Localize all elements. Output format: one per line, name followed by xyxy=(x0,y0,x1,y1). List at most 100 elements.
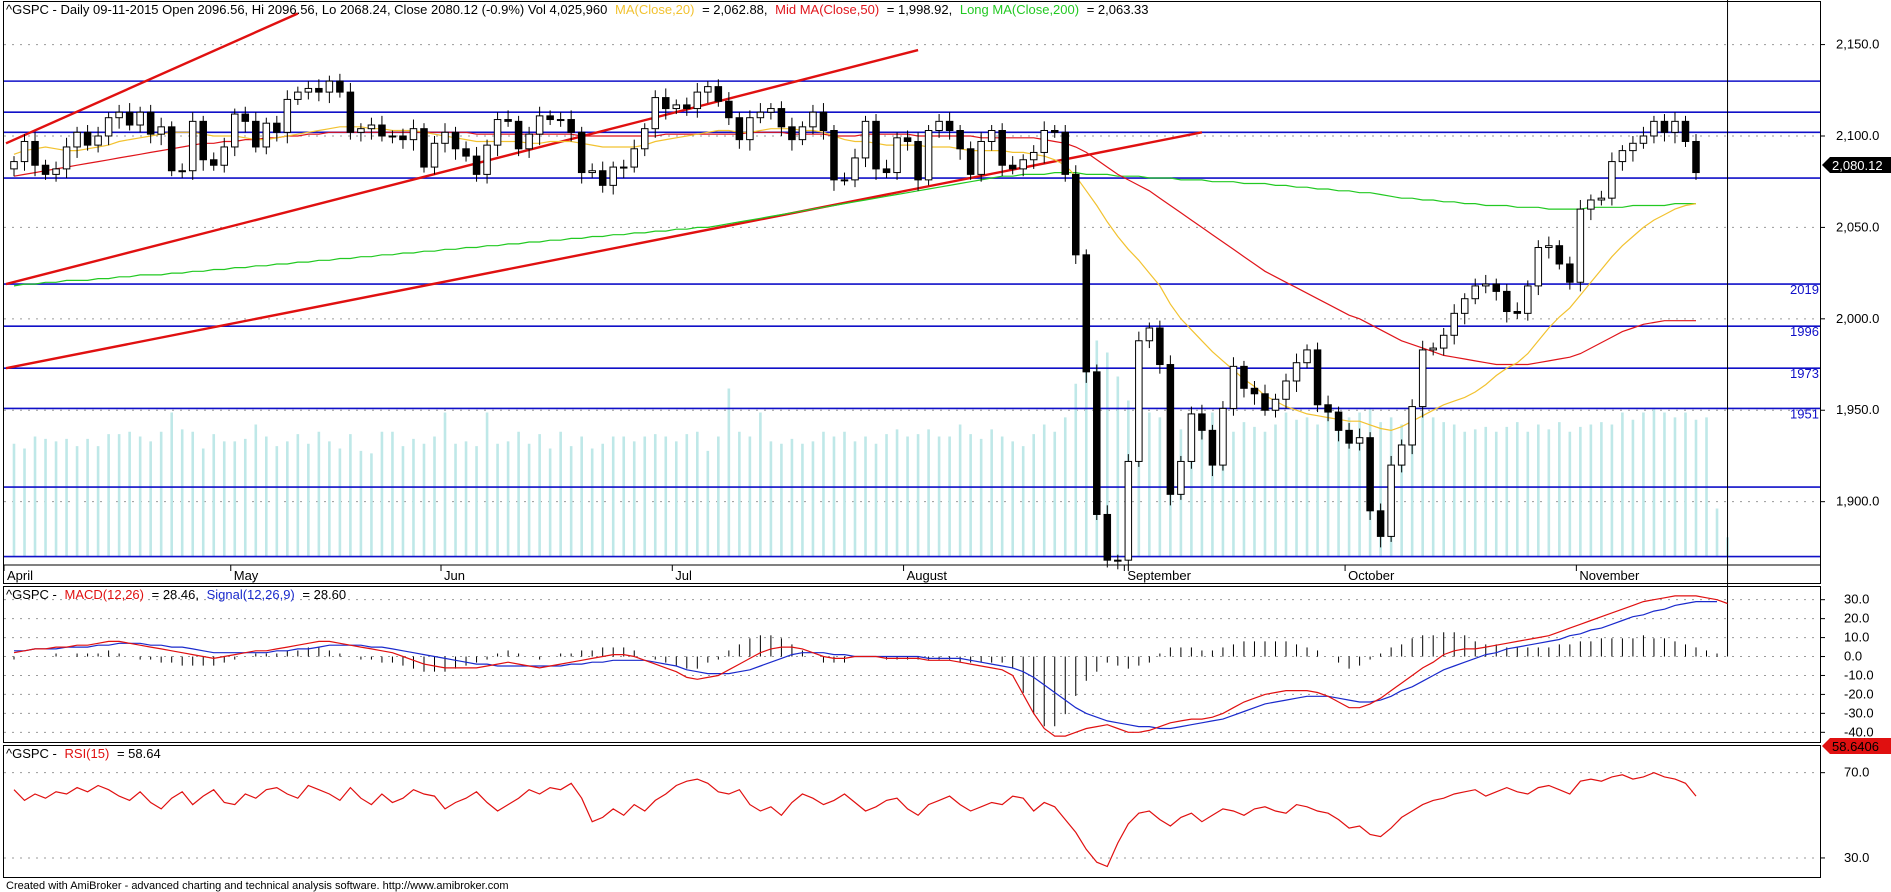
last-price-tag-shape xyxy=(1822,157,1891,173)
candle-body xyxy=(73,131,81,148)
candle-body xyxy=(1629,142,1637,152)
candle-body xyxy=(1303,349,1311,364)
candle-body xyxy=(798,126,807,141)
candle-body xyxy=(535,115,544,135)
header-ma200-value: = 2,063.33 xyxy=(1087,2,1149,17)
candle-body xyxy=(893,137,901,174)
header-prefix: ^GSPC - Daily 09-11-2015 Open 2096.56, H… xyxy=(6,2,607,17)
macd-tick-label: 30.0 xyxy=(1844,592,1869,607)
rsi-panel-frame xyxy=(3,745,1821,878)
candle-body xyxy=(935,120,943,132)
level-labels: 2019 1996 1973 1951 xyxy=(1790,282,1819,421)
candle-body xyxy=(1208,429,1217,466)
candle-body xyxy=(809,111,817,128)
macd-panel: 30.0 20.0 10.0 0.0 -10.0 -20.0 -30.0 -40.0 ^GSP… xyxy=(4,0,1874,739)
macd-tick-label: -10.0 xyxy=(1844,667,1874,682)
macd-header-prefix: ^GSPC - xyxy=(6,587,57,602)
candle-body xyxy=(1355,437,1364,444)
candle-body xyxy=(630,148,638,168)
macd-tick-label: 20.0 xyxy=(1844,611,1869,626)
candle-body xyxy=(472,155,481,175)
candle-body xyxy=(146,111,155,135)
candle-body xyxy=(1681,120,1690,142)
candle-body xyxy=(241,113,250,122)
header-ma50-label: Mid MA(Close,50) xyxy=(775,2,879,17)
candle-body xyxy=(157,126,165,135)
candle-body xyxy=(966,148,975,175)
candle-body xyxy=(115,111,123,119)
price-panel-frame xyxy=(3,1,1821,584)
candle-body xyxy=(662,97,670,110)
candle-body xyxy=(1650,120,1658,137)
candle-body xyxy=(1545,245,1553,249)
header-ma20-value: = 2,062.88, xyxy=(702,2,767,17)
candle-body xyxy=(777,108,786,128)
candle-body xyxy=(756,111,765,119)
level-label: 1996 xyxy=(1790,324,1819,339)
candle-body xyxy=(1660,120,1669,133)
candle-body xyxy=(567,119,575,133)
candle-body xyxy=(178,170,186,173)
rsi-header-rsi-value: = 58.64 xyxy=(117,746,161,761)
candle-body xyxy=(504,119,512,122)
price-tick-label: 2,050.0 xyxy=(1836,219,1879,234)
candle-body xyxy=(683,104,691,110)
panel-frames xyxy=(3,1,1821,878)
candle-body xyxy=(52,168,60,175)
candle-body xyxy=(1124,460,1133,561)
candle-body xyxy=(924,130,933,181)
candle-body xyxy=(1261,393,1269,411)
candle-body xyxy=(1408,406,1416,446)
candle-body xyxy=(493,119,502,146)
price-axis: 1,900.0 1,950.0 2,000.0 2,050.0 2,100.0 2,150… xyxy=(1820,37,1879,509)
level-label: 1973 xyxy=(1790,366,1819,381)
candle-body xyxy=(220,146,229,166)
ma200-line xyxy=(13,172,1696,287)
last-price-label: 2,080.12 xyxy=(1832,158,1883,173)
candle-body xyxy=(1387,464,1395,537)
candle-body xyxy=(1460,298,1469,314)
macd-header-macd-label: MACD(12,26) xyxy=(65,587,144,602)
candle-body xyxy=(167,126,176,172)
trendlines xyxy=(5,12,1203,370)
price-panel: 1,900.0 1,950.0 2,000.0 2,050.0 2,100.0 2,150… xyxy=(3,2,1891,583)
rsi-header: ^GSPC - RSI(15) = 58.64 xyxy=(6,746,161,761)
macd-axis: 30.0 20.0 10.0 0.0 -10.0 -20.0 -30.0 -40.0 xyxy=(1820,592,1874,739)
candle-body xyxy=(1177,460,1185,495)
header-ma20-label: MA(Close,20) xyxy=(615,2,694,17)
rsi-last-tag: 58.6406 xyxy=(1822,738,1891,754)
macd-grid xyxy=(4,599,1820,733)
candle-body xyxy=(1618,150,1627,163)
candle-body xyxy=(619,166,628,169)
month-axis: April May Jun Jul August September October Nove… xyxy=(3,564,1820,583)
candle-body xyxy=(1597,197,1606,201)
candle-body xyxy=(546,115,554,121)
level-label: 1951 xyxy=(1790,406,1819,421)
candle-body xyxy=(1008,164,1017,170)
price-tick-label: 2,100.0 xyxy=(1836,128,1879,143)
candle-body xyxy=(420,128,428,168)
candle-body xyxy=(851,157,859,181)
candle-body xyxy=(1040,130,1048,153)
candle-body xyxy=(10,161,18,170)
header-ma200-label: Long MA(Close,200) xyxy=(960,2,1079,17)
candle-body xyxy=(872,120,880,170)
candle-body xyxy=(31,140,39,166)
candle-body xyxy=(209,159,218,166)
candle-body xyxy=(483,144,491,175)
price-header: ^GSPC - Daily 09-11-2015 Open 2096.56, H… xyxy=(6,2,1149,17)
candle-body xyxy=(441,131,449,144)
candle-body xyxy=(609,166,617,186)
candle-body xyxy=(1418,349,1427,408)
candle-body xyxy=(514,120,523,150)
candle-body xyxy=(598,170,607,186)
rsi-last-tag-shape xyxy=(1822,738,1891,754)
candle-body xyxy=(199,120,207,161)
candle-body xyxy=(1566,263,1574,283)
trendline xyxy=(5,12,299,145)
candle-body xyxy=(1555,245,1564,265)
footer-credit: Created with AmiBroker - advanced charti… xyxy=(6,880,509,892)
support-resistance-lines xyxy=(4,80,1820,558)
candle-body xyxy=(882,168,891,174)
candle-body xyxy=(1639,135,1648,144)
